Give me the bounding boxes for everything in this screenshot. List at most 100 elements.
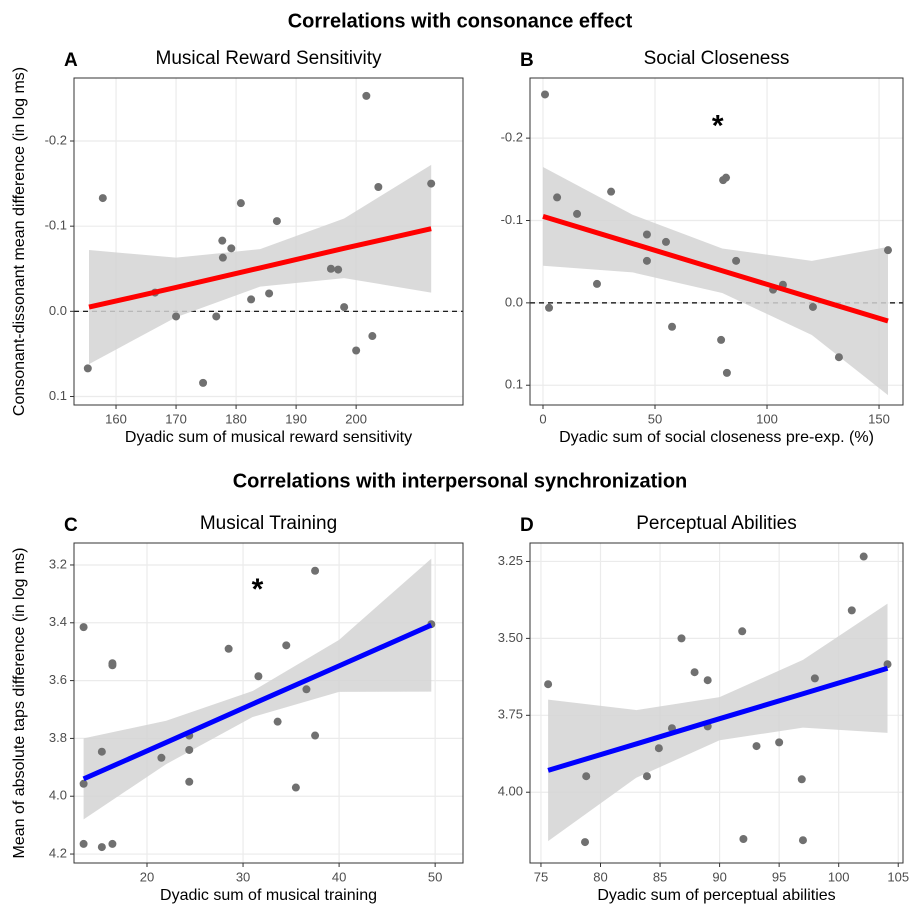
panel-title: Musical Reward Sensitivity	[156, 48, 382, 69]
y-tick-label: -0.2	[501, 130, 523, 145]
data-point	[642, 256, 651, 265]
y-tick-label: 4.00	[498, 784, 523, 799]
x-tick-label: 95	[772, 869, 786, 884]
data-point	[427, 179, 436, 188]
data-point	[722, 368, 731, 377]
x-tick-label: 20	[140, 869, 154, 884]
data-point	[775, 738, 784, 747]
data-point	[98, 194, 107, 203]
y-tick-label: 0.0	[505, 294, 523, 309]
data-point	[582, 772, 591, 781]
data-point	[224, 644, 233, 653]
y-tick-label: 3.4	[49, 614, 67, 629]
data-point	[291, 783, 300, 792]
fit-line	[88, 226, 432, 310]
data-point	[185, 777, 194, 786]
y-tick-label: 0.1	[505, 377, 523, 392]
panel-letter: B	[520, 50, 534, 71]
data-point	[311, 731, 320, 740]
data-point	[362, 91, 371, 100]
fit-line	[547, 665, 889, 773]
data-point	[79, 623, 88, 632]
data-point	[541, 90, 550, 99]
data-point	[273, 717, 282, 726]
data-point	[326, 264, 335, 273]
y-tick-label: 4.2	[49, 845, 67, 860]
confidence-band	[83, 558, 432, 820]
y-tick-label: 0.0	[49, 303, 67, 318]
x-tick-label: 50	[648, 411, 662, 426]
y-axis-label: Consonant-dissonant mean difference (in …	[11, 67, 28, 416]
confidence-band	[548, 603, 888, 842]
data-point	[172, 312, 181, 321]
data-point	[592, 279, 601, 288]
data-point	[545, 303, 554, 312]
data-point	[797, 775, 806, 784]
panel-letter: A	[64, 50, 78, 71]
data-point	[302, 685, 311, 694]
x-axis-label: Dyadic sum of musical training	[160, 887, 377, 904]
section-title: Correlations with consonance effect	[288, 10, 633, 32]
panel: 75 80 85 90 95 100 105 3.25 3.50 3.75 4.00 D Percept…	[498, 513, 909, 904]
data-point	[254, 672, 263, 681]
annotation: *	[712, 110, 724, 143]
y-tick-label: 0.1	[49, 388, 67, 403]
data-point	[236, 199, 245, 208]
y-tick-label: 3.50	[498, 630, 523, 645]
y-axis-label: Mean of absolute taps difference (in log…	[11, 548, 28, 859]
plot-border	[529, 77, 904, 406]
confidence-band	[542, 166, 888, 396]
plot-border	[529, 542, 904, 864]
data-point	[227, 244, 236, 253]
data-point	[340, 303, 349, 312]
data-point	[722, 173, 731, 182]
x-tick-label: 90	[712, 869, 726, 884]
data-point	[834, 353, 843, 362]
x-axis-label: Dyadic sum of perceptual abilities	[597, 887, 835, 904]
x-tick-label: 30	[236, 869, 250, 884]
x-tick-label: 100	[828, 869, 850, 884]
annotation: *	[252, 573, 264, 606]
y-tick-label: 3.75	[498, 707, 523, 722]
data-point	[847, 606, 856, 615]
data-point	[374, 183, 383, 191]
fit-line	[82, 622, 433, 782]
y-tick-label: 3.25	[498, 553, 523, 568]
data-point	[810, 674, 819, 683]
data-point	[642, 230, 651, 239]
fit-line	[542, 213, 889, 324]
data-point	[83, 364, 92, 373]
data-point	[108, 661, 117, 670]
data-point	[79, 779, 88, 788]
data-point	[808, 302, 817, 311]
data-point	[352, 346, 361, 355]
data-point	[668, 322, 677, 331]
data-point	[859, 552, 868, 561]
x-tick-label: 170	[165, 411, 187, 426]
data-point	[212, 312, 221, 321]
x-tick-label: 150	[868, 411, 890, 426]
data-point	[677, 634, 686, 643]
data-point	[739, 835, 748, 843]
panel-letter: D	[520, 515, 534, 536]
plot-border	[73, 77, 464, 406]
data-point	[368, 332, 377, 341]
data-point	[738, 627, 747, 636]
y-tick-label: 3.2	[49, 556, 67, 571]
y-tick-label: 3.8	[49, 730, 67, 745]
x-tick-label: 180	[225, 411, 247, 426]
x-axis-label: Dyadic sum of social closeness pre-exp. …	[559, 429, 874, 446]
y-tick-label: -0.1	[45, 218, 67, 233]
x-tick-label: 105	[887, 869, 909, 884]
data-point	[218, 253, 227, 262]
x-tick-label: 0	[539, 411, 546, 426]
y-tick-label: -0.2	[45, 132, 67, 147]
data-point	[798, 836, 807, 845]
data-point	[703, 676, 712, 685]
data-point	[717, 335, 726, 344]
panel-title: Perceptual Abilities	[636, 513, 797, 534]
data-point	[607, 187, 616, 196]
data-point	[247, 295, 256, 304]
x-tick-label: 100	[756, 411, 778, 426]
